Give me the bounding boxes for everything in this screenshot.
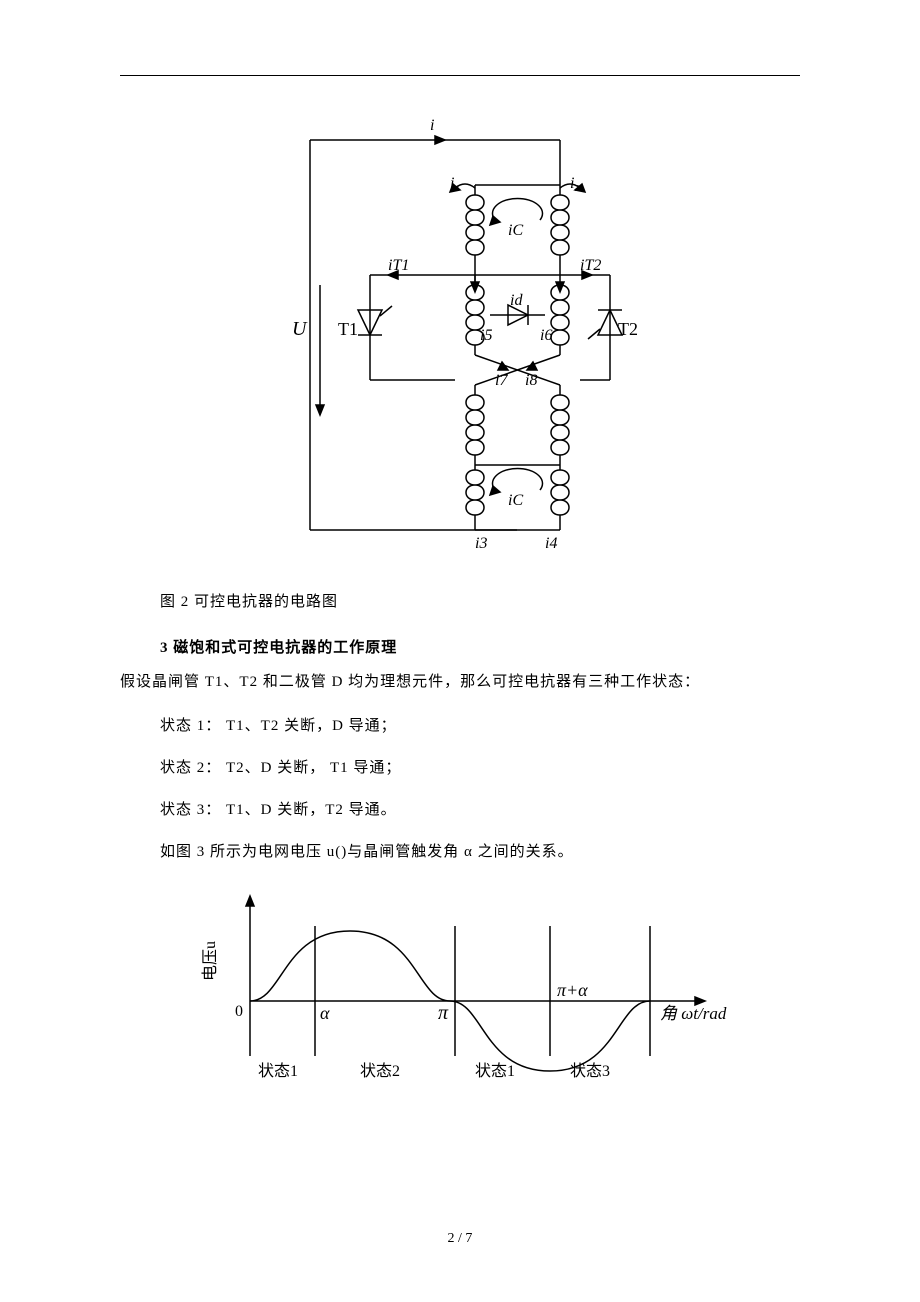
label-id: id xyxy=(510,292,523,309)
label-i3: i3 xyxy=(475,535,487,550)
section-3-heading: 3 磁饱和式可控电抗器的工作原理 xyxy=(160,636,800,657)
waveform-x-label: 角 ωt/rad xyxy=(660,1004,727,1023)
state-3-text: 状态 3： T1、D 关断，T2 导通。 xyxy=(160,795,800,825)
waveform-tick-alpha: α xyxy=(320,1003,330,1023)
state-2-text: 状态 2： T2、D 关断， T1 导通； xyxy=(160,753,800,783)
label-iT1: iT1 xyxy=(388,257,409,274)
waveform-tick-pi: π xyxy=(438,1002,449,1024)
state-1-text: 状态 1： T1、T2 关断，D 导通； xyxy=(160,711,800,741)
label-U: U xyxy=(292,318,308,340)
intro-paragraph: 假设晶闸管 T1、T2 和二极管 D 均为理想元件，那么可控电抗器有三种工作状态… xyxy=(120,667,800,697)
figure-2-caption: 图 2 可控电抗器的电路图 xyxy=(160,590,800,611)
figure-3-waveform-diagram: 电压u 0 α π π+α 角 ωt/rad 状态1 状态2 状态1 状态3 xyxy=(180,881,740,1101)
figure-3-intro-paragraph: 如图 3 所示为电网电压 u()与晶闸管触发角 α 之间的关系。 xyxy=(160,837,800,867)
label-i8: i8 xyxy=(525,372,537,389)
label-i2: i₂ xyxy=(570,175,580,192)
label-ic-bot: iC xyxy=(508,492,523,509)
label-i7: i7 xyxy=(495,372,508,389)
label-T2: T2 xyxy=(618,319,638,339)
label-i4: i4 xyxy=(545,535,557,550)
waveform-y-label: 电压u xyxy=(201,941,219,981)
figure-2-circuit-diagram: i i₁ i₂ iC iT1 iT2 id i5 i6 i7 i8 iC i3 … xyxy=(280,110,640,550)
waveform-state-1a: 状态1 xyxy=(258,1062,298,1080)
waveform-state-2: 状态2 xyxy=(360,1062,400,1080)
label-ic-top: iC xyxy=(508,222,523,239)
label-i6: i6 xyxy=(540,327,552,344)
page-number: 2 / 7 xyxy=(0,1231,920,1247)
waveform-state-1b: 状态1 xyxy=(475,1062,515,1080)
waveform-origin-label: 0 xyxy=(235,1003,243,1020)
label-iT2: iT2 xyxy=(580,257,601,274)
label-i: i xyxy=(430,117,434,134)
waveform-state-3: 状态3 xyxy=(570,1062,610,1080)
waveform-tick-pi-alpha: π+α xyxy=(557,980,588,1000)
label-T1: T1 xyxy=(338,319,358,339)
top-horizontal-rule xyxy=(120,75,800,76)
label-i5: i5 xyxy=(480,327,492,344)
label-i1: i₁ xyxy=(450,175,460,192)
